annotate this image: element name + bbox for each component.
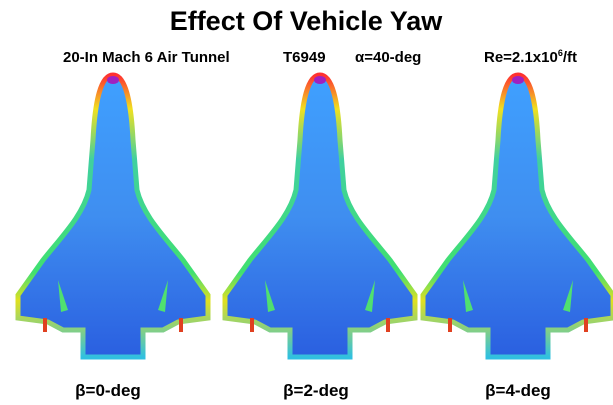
figure: Effect Of Vehicle Yaw 20-In Mach 6 Air T…: [0, 0, 613, 405]
test-id: T6949: [283, 49, 326, 66]
title: Effect Of Vehicle Yaw: [170, 6, 444, 36]
reynolds: Re=2.1x10: [484, 49, 558, 66]
heat-map-image: [423, 75, 613, 357]
panel-label: β=0-deg: [75, 381, 141, 400]
alpha: α=40-deg: [355, 49, 421, 66]
facility: 20-In Mach 6 Air Tunnel: [63, 49, 230, 66]
panel-label: β=2-deg: [283, 381, 349, 400]
unit: /ft: [563, 49, 577, 66]
subtitle: 20-In Mach 6 Air Tunnel T6949 α=40-deg R…: [63, 48, 577, 66]
heat-map-image: [225, 75, 415, 357]
heat-map-image: [18, 75, 208, 357]
panel-label: β=4-deg: [485, 381, 551, 400]
